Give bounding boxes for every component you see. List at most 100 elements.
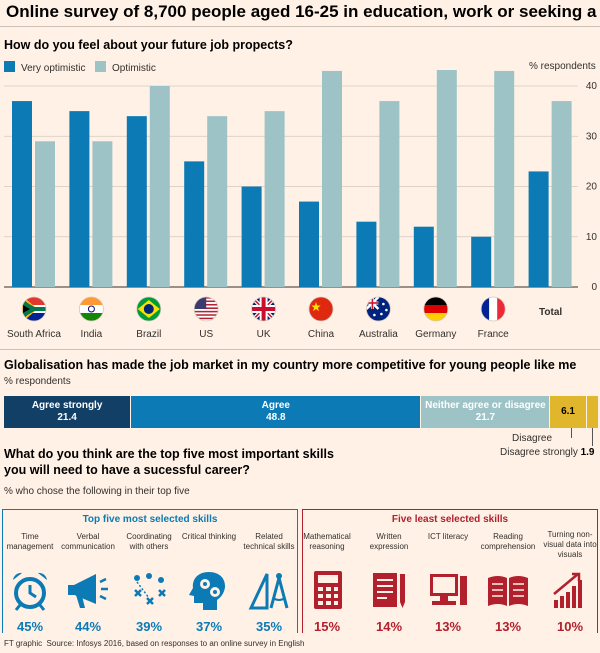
disagree-strongly-value: 1.9 — [580, 447, 595, 458]
skill-label: Coordinating with others — [126, 532, 172, 551]
skill-label: Time management — [6, 532, 54, 551]
bar-optimistic — [494, 70, 515, 287]
y-tick-label: 40 — [586, 81, 598, 92]
bar-very-optimistic — [126, 116, 147, 288]
bar-very-optimistic — [356, 221, 377, 287]
bar-very-optimistic — [241, 186, 262, 287]
bar-optimistic — [322, 70, 342, 287]
title-divider — [0, 26, 600, 27]
country-label: Brazil — [136, 329, 162, 340]
country-label: China — [307, 329, 335, 340]
top-skills-box — [2, 509, 298, 633]
y-tick-label: 10 — [586, 232, 598, 243]
legend-very-optimistic: Very optimistic — [4, 61, 85, 74]
chart2-title: Globalisation has made the job market in… — [4, 358, 577, 372]
skill-label: Turning non-visual data into visuals — [543, 530, 597, 559]
disagree-leader-line — [571, 428, 572, 438]
segment-value: 21.4 — [57, 412, 77, 423]
uk-flag-icon — [251, 296, 277, 322]
main-title: Online survey of 8,700 people aged 16-25… — [6, 2, 600, 21]
segment-name: Agree — [261, 400, 290, 411]
disagree-strongly-label: Disagree strongly 1.9 — [500, 447, 595, 458]
stacked-segment-disagree: 6.1 — [550, 396, 587, 428]
skill-value: 44% — [74, 619, 102, 634]
country-label: France — [477, 329, 509, 340]
country-label: India — [80, 329, 103, 340]
bar-optimistic — [149, 86, 170, 287]
chart1-title: How do you feel about your future job pr… — [4, 38, 293, 52]
bar-very-optimistic — [471, 236, 492, 287]
skill-value: 13% — [434, 619, 462, 634]
bar-optimistic — [379, 101, 400, 287]
country-label: Total — [539, 307, 563, 318]
head-gears-icon — [189, 572, 225, 610]
alarm-clock-icon — [13, 572, 47, 611]
skill-label: ICT literacy — [427, 532, 469, 541]
bar-optimistic — [207, 116, 228, 288]
least-skills-box — [302, 509, 598, 633]
least-skills-title: Five least selected skills — [391, 514, 509, 525]
globalisation-stacked-bar: Agree strongly 21.4 Agree 48.8 Neither agree… — [4, 396, 598, 428]
segment-name: Neither agree or disagree — [425, 400, 546, 411]
document-pen-icon — [373, 573, 405, 608]
stacked-segment: Agree strongly 21.4 — [4, 396, 132, 428]
skill-label: Related technical skills — [243, 532, 295, 551]
country-flags-row — [21, 296, 506, 322]
y-tick-label: 0 — [591, 282, 597, 290]
brazil-flag-icon — [136, 296, 162, 322]
bar-optimistic — [35, 141, 55, 287]
bar-very-optimistic — [12, 101, 32, 287]
country-label: UK — [256, 329, 271, 340]
chart3-subtitle: % who chose the following in their top f… — [4, 486, 190, 497]
skill-value: 10% — [556, 619, 584, 634]
chart1-ylabel: % respondents — [529, 61, 596, 72]
section-divider-1 — [0, 349, 600, 350]
bar-very-optimistic — [69, 111, 90, 287]
legend-optimistic: Optimistic — [95, 61, 156, 74]
y-tick-label: 20 — [586, 182, 598, 193]
bar-optimistic — [264, 111, 285, 287]
skill-label: Reading comprehension — [480, 532, 536, 551]
bar-very-optimistic — [299, 201, 319, 287]
bar-very-optimistic — [528, 171, 549, 287]
skill-label: Written expression — [369, 532, 409, 551]
legend-label-very-optimistic: Very optimistic — [21, 63, 86, 74]
calculator-icon — [314, 571, 342, 609]
open-book-icon — [488, 576, 528, 606]
skill-label: Mathematical reasoning — [303, 532, 351, 551]
legend-swatch-optimistic — [95, 61, 106, 72]
bar-optimistic — [551, 101, 572, 287]
south-africa-flag-icon — [21, 296, 47, 322]
skill-label: Critical thinking — [181, 532, 237, 541]
skill-value: 37% — [195, 619, 223, 634]
china-flag-icon — [308, 296, 334, 322]
country-labels: South Africa India Brazil US UK China Australi… — [0, 307, 600, 343]
bar-optimistic — [92, 141, 113, 287]
stacked-segment: Agree 48.8 — [131, 396, 422, 428]
country-label: South Africa — [7, 329, 61, 340]
megaphone-icon — [68, 574, 108, 608]
bar-chart-icon — [553, 572, 582, 608]
segment-value: 6.1 — [561, 406, 575, 417]
skill-value: 45% — [16, 619, 44, 634]
chart3-title: What do you think are the top five most … — [4, 447, 334, 477]
footer: FT graphic Source: Infosys 2016, based o… — [4, 639, 304, 648]
france-flag-icon — [480, 296, 506, 322]
bar-optimistic — [436, 70, 457, 288]
disagree-strongly-name: Disagree strongly — [500, 447, 578, 458]
germany-flag-icon — [423, 296, 449, 322]
skill-value: 13% — [494, 619, 522, 634]
australia-flag-icon — [365, 296, 391, 322]
chart2-ylabel: % respondents — [4, 376, 71, 387]
skill-value: 14% — [375, 619, 403, 634]
country-label: Australia — [358, 329, 398, 340]
job-prospects-bar-chart: 0 10 20 30 40 — [4, 70, 598, 290]
legend-swatch-very-optimistic — [4, 61, 15, 72]
y-tick-label: 30 — [586, 131, 598, 142]
skill-label: Verbal communication — [61, 532, 115, 551]
stacked-segment — [586, 396, 598, 428]
skill-value: 35% — [255, 619, 283, 634]
country-label: Germany — [415, 329, 457, 340]
segment-value: 21.7 — [475, 412, 496, 423]
stacked-segment: Neither agree or disagree 21.7 — [421, 396, 551, 428]
